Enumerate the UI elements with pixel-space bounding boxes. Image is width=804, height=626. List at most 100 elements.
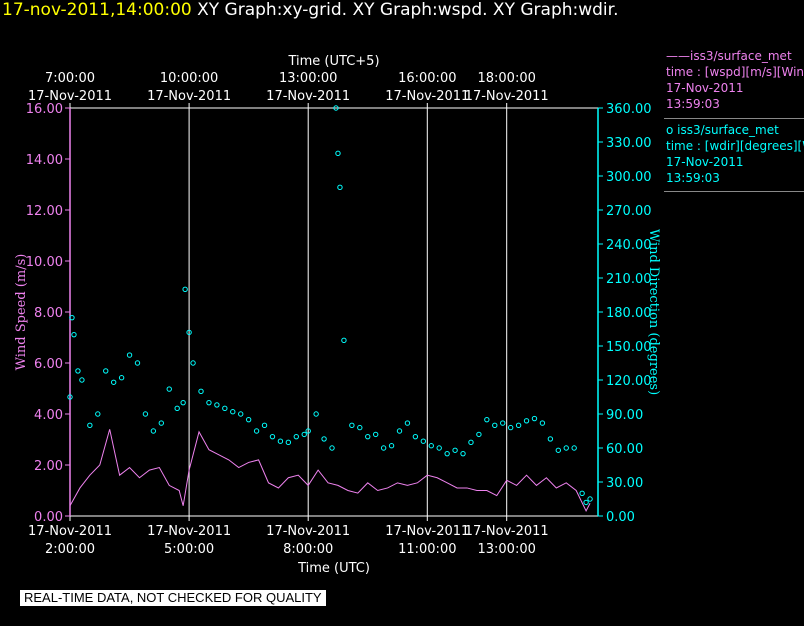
y-right-tick-label: 60.00	[606, 442, 643, 457]
legend-wdir-variable: time : [wdir][degrees][W	[666, 139, 804, 153]
top-tick-date: 17-Nov-2011	[465, 89, 549, 104]
wind-direction-point	[436, 445, 442, 451]
wind-direction-point	[335, 150, 341, 157]
y-right-tick-label: 270.00	[606, 204, 652, 219]
wind-direction-point	[428, 443, 434, 449]
plot-frame	[69, 107, 599, 517]
wind-direction-point	[420, 438, 427, 444]
wind-direction-point	[468, 439, 474, 446]
wind-direction-point	[118, 375, 125, 381]
wind-direction-point	[583, 499, 589, 506]
wind-direction-point	[182, 286, 188, 293]
wind-direction-point	[301, 431, 307, 438]
wind-direction-point	[206, 399, 212, 406]
wind-direction-point	[230, 409, 236, 415]
y-right-tick-label: 90.00	[606, 408, 643, 423]
wind-direction-point	[150, 428, 157, 434]
wind-direction-point	[380, 445, 387, 451]
legend-wspd-name: iss3/surface_met	[690, 49, 792, 63]
wind-direction-point	[372, 431, 379, 438]
x-tick-time: 2:00:00	[45, 542, 95, 557]
wind-direction-point	[214, 402, 220, 408]
wind-direction-point	[293, 433, 299, 440]
wind-direction-point	[71, 331, 77, 338]
x-axis-label-top: Time (UTC+5)	[287, 54, 379, 69]
wind-direction-point	[222, 405, 228, 412]
legend-wind-direction: o iss3/surface_met time : [wdir][degrees…	[666, 122, 804, 186]
wind-direction-point	[174, 405, 180, 412]
wind-direction-point	[587, 496, 593, 502]
wind-direction-point	[349, 422, 355, 429]
y-right-tick-label: 360.00	[606, 102, 652, 117]
wind-direction-point	[180, 399, 186, 406]
quality-notice: REAL-TIME DATA, NOT CHECKED FOR QUALITY	[20, 590, 326, 606]
top-tick-time: 18:00:00	[477, 71, 535, 86]
x-tick-date: 17-Nov-2011	[266, 524, 350, 539]
y-left-tick-label: 2.00	[34, 459, 63, 474]
wind-direction-point	[277, 438, 284, 444]
wind-direction-point	[186, 329, 192, 336]
wind-direction-point	[341, 337, 347, 344]
wind-direction-point	[190, 360, 196, 366]
legend-wspd-time: 13:59:03	[666, 97, 720, 111]
wind-direction-point	[365, 433, 371, 440]
wind-direction-point	[67, 394, 73, 400]
header-graph-list: XY Graph:xy-grid. XY Graph:wspd. XY Grap…	[197, 0, 619, 20]
y-axis-label-left: Wind Speed (m/s)	[14, 254, 29, 371]
x-tick-time: 11:00:00	[398, 542, 456, 557]
y-right-tick-label: 30.00	[606, 476, 643, 491]
legend-wdir-time: 13:59:03	[666, 171, 720, 185]
legend-divider	[664, 191, 804, 192]
wind-direction-point	[547, 436, 554, 442]
top-tick-date: 17-Nov-2011	[147, 89, 231, 104]
wind-speed-line	[69, 429, 591, 513]
y-right-tick-label: 180.00	[606, 306, 652, 321]
y-left-tick-label: 16.00	[26, 102, 63, 117]
wind-direction-point	[238, 411, 244, 417]
wind-direction-point	[579, 490, 585, 497]
y-right-tick-label: 210.00	[606, 272, 652, 287]
y-right-tick-label: 300.00	[606, 170, 652, 185]
y-right-tick-label: 330.00	[606, 136, 652, 151]
y-left-tick-label: 10.00	[26, 255, 63, 270]
y-left-tick-label: 0.00	[34, 510, 63, 525]
wind-direction-point	[523, 418, 530, 424]
wind-direction-point	[103, 368, 109, 374]
wind-direction-point	[412, 433, 419, 440]
wind-direction-point	[245, 416, 252, 423]
wind-direction-point	[166, 386, 172, 392]
y-right-tick-label: 240.00	[606, 238, 652, 253]
y-right-tick-label: 120.00	[606, 374, 652, 389]
legend-wspd-symbol: ——	[666, 49, 690, 63]
wind-direction-point	[507, 424, 514, 431]
legend-wspd-date: 17-Nov-2011	[666, 81, 744, 95]
wind-direction-point	[158, 420, 165, 426]
wind-direction-point	[75, 368, 81, 374]
y-axis-label-right: Wind Direction (degrees)	[646, 229, 661, 395]
legend-wdir-date: 17-Nov-2011	[666, 155, 744, 169]
wind-direction-point	[460, 450, 466, 457]
graph-header: 17-nov-2011,14:00:00 XY Graph:xy-grid. X…	[2, 0, 619, 20]
wind-direction-point	[95, 411, 101, 417]
wind-direction-point	[444, 450, 450, 457]
x-tick-date: 17-Nov-2011	[385, 524, 469, 539]
wind-direction-point	[396, 428, 403, 434]
x-axis-label-bottom: Time (UTC)	[297, 561, 370, 576]
wind-direction-point	[329, 445, 335, 451]
y-left-tick-label: 6.00	[34, 357, 63, 372]
x-tick-date: 17-Nov-2011	[147, 524, 231, 539]
y-left-tick-label: 4.00	[34, 408, 63, 423]
wind-direction-point	[87, 422, 93, 429]
wind-direction-point	[571, 445, 577, 451]
top-tick-time: 7:00:00	[45, 71, 95, 86]
wind-direction-point	[337, 184, 343, 191]
wind-direction-point	[126, 352, 133, 358]
wind-direction-point	[321, 436, 327, 442]
wind-direction-point	[142, 411, 149, 417]
y-left-tick-label: 8.00	[34, 306, 63, 321]
wind-direction-point	[452, 447, 458, 453]
x-tick-date: 17-Nov-2011	[465, 524, 549, 539]
wind-direction-point	[404, 420, 411, 426]
wind-direction-point	[563, 445, 569, 451]
wind-direction-point	[305, 428, 311, 434]
